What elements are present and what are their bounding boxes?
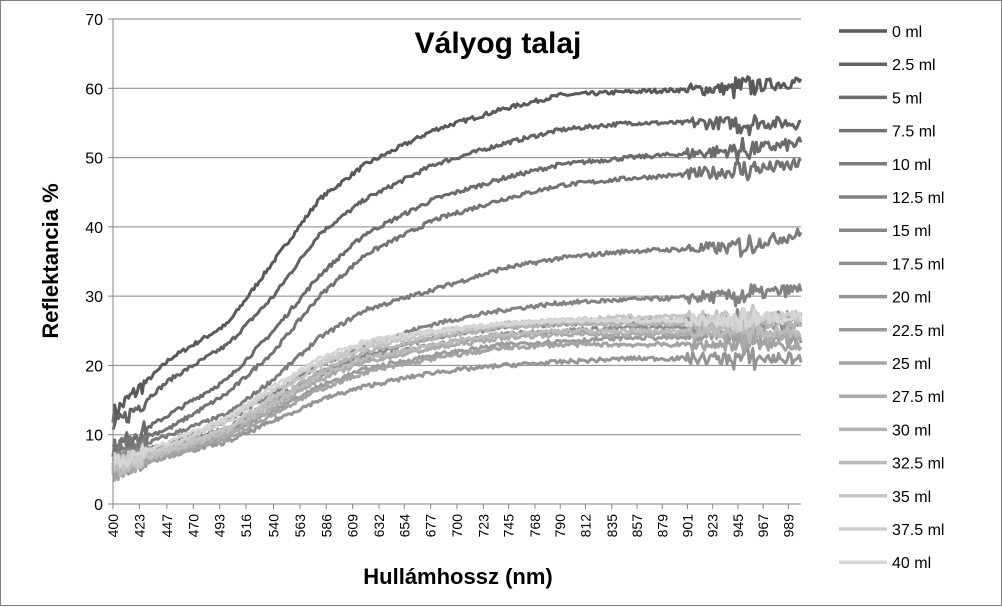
legend-label: 12.5 ml [892,190,944,207]
series-line [111,322,803,476]
legend-label: 17.5 ml [892,256,944,273]
y-tick-label: 70 [85,12,103,29]
series-line [111,75,803,423]
y-tick-label: 20 [85,358,103,375]
y-tick-label: 60 [85,81,103,98]
chart-title: Vályog talaj [415,27,582,60]
x-tick-label: 654 [396,514,412,538]
y-tick-label: 40 [85,220,103,237]
series-line [111,227,803,462]
series-line [111,303,802,474]
legend-label: 10 ml [892,157,931,174]
legend-label: 25 ml [892,356,931,373]
legend-label: 0 ml [892,24,922,41]
x-tick-label: 400 [105,514,121,538]
legend-label: 35 ml [892,489,931,506]
series-lines [111,75,803,482]
series-line [111,318,802,477]
x-tick-label: 470 [185,514,201,538]
legend-label: 37.5 ml [892,522,944,539]
legend-label: 40 ml [892,555,931,572]
legend-label: 30 ml [892,422,931,439]
x-tick-label: 609 [345,514,361,538]
x-tick-label: 901 [679,514,695,538]
series-line [111,332,803,482]
y-tick-label: 30 [85,289,103,306]
x-tick-label: 879 [654,514,670,538]
series-line [111,157,802,455]
x-tick-label: 677 [423,514,439,538]
x-tick-label: 493 [212,514,228,538]
y-axis: 0 10 20 30 40 50 60 70 [85,12,114,514]
x-tick-label: 586 [318,514,334,538]
x-tick-label: 563 [292,514,308,538]
y-axis-title: Reflektancia % [38,183,63,338]
series-line [111,114,802,431]
x-tick-label: 790 [552,514,568,538]
x-tick-label: 540 [266,514,282,538]
x-tick-label: 967 [755,514,771,538]
x-tick-label: 857 [629,514,645,538]
x-tick-label: 989 [780,514,796,538]
x-tick-label: 516 [238,514,254,538]
legend-label: 7.5 ml [892,124,936,141]
x-tick-label: 447 [159,514,175,538]
legend-label: 27.5 ml [892,389,944,406]
legend-label: 5 ml [892,90,922,107]
legend-label: 20 ml [892,290,931,307]
series-line [111,136,803,457]
x-tick-label: 745 [501,514,517,538]
x-tick-label: 812 [577,514,593,538]
x-tick-label: 923 [705,514,721,538]
y-tick-label: 50 [85,151,103,168]
legend-label: 22.5 ml [892,323,944,340]
series-line [111,345,803,476]
legend-label: 15 ml [892,223,931,240]
x-tick-label: 700 [449,514,465,538]
x-axis: 400 423 447 470 493 516 540 563 586 609 632 654 677 7… [105,503,801,538]
legend-label: 2.5 ml [892,57,936,74]
y-tick-label: 10 [85,428,103,445]
series-line [111,306,803,469]
legend: 0 ml 2.5 ml 5 ml 7.5 ml 10 ml 12.5 ml 15 ml 17.… [839,24,944,572]
legend-label: 32.5 ml [892,456,944,473]
x-tick-label: 423 [131,514,147,538]
y-tick-label: 0 [94,497,103,514]
x-tick-label: 835 [604,514,620,538]
x-tick-label: 768 [527,514,543,538]
x-tick-label: 632 [371,514,387,538]
x-axis-title: Hullámhossz (nm) [363,564,552,589]
x-tick-label: 723 [475,514,491,538]
x-tick-label: 945 [730,514,746,538]
